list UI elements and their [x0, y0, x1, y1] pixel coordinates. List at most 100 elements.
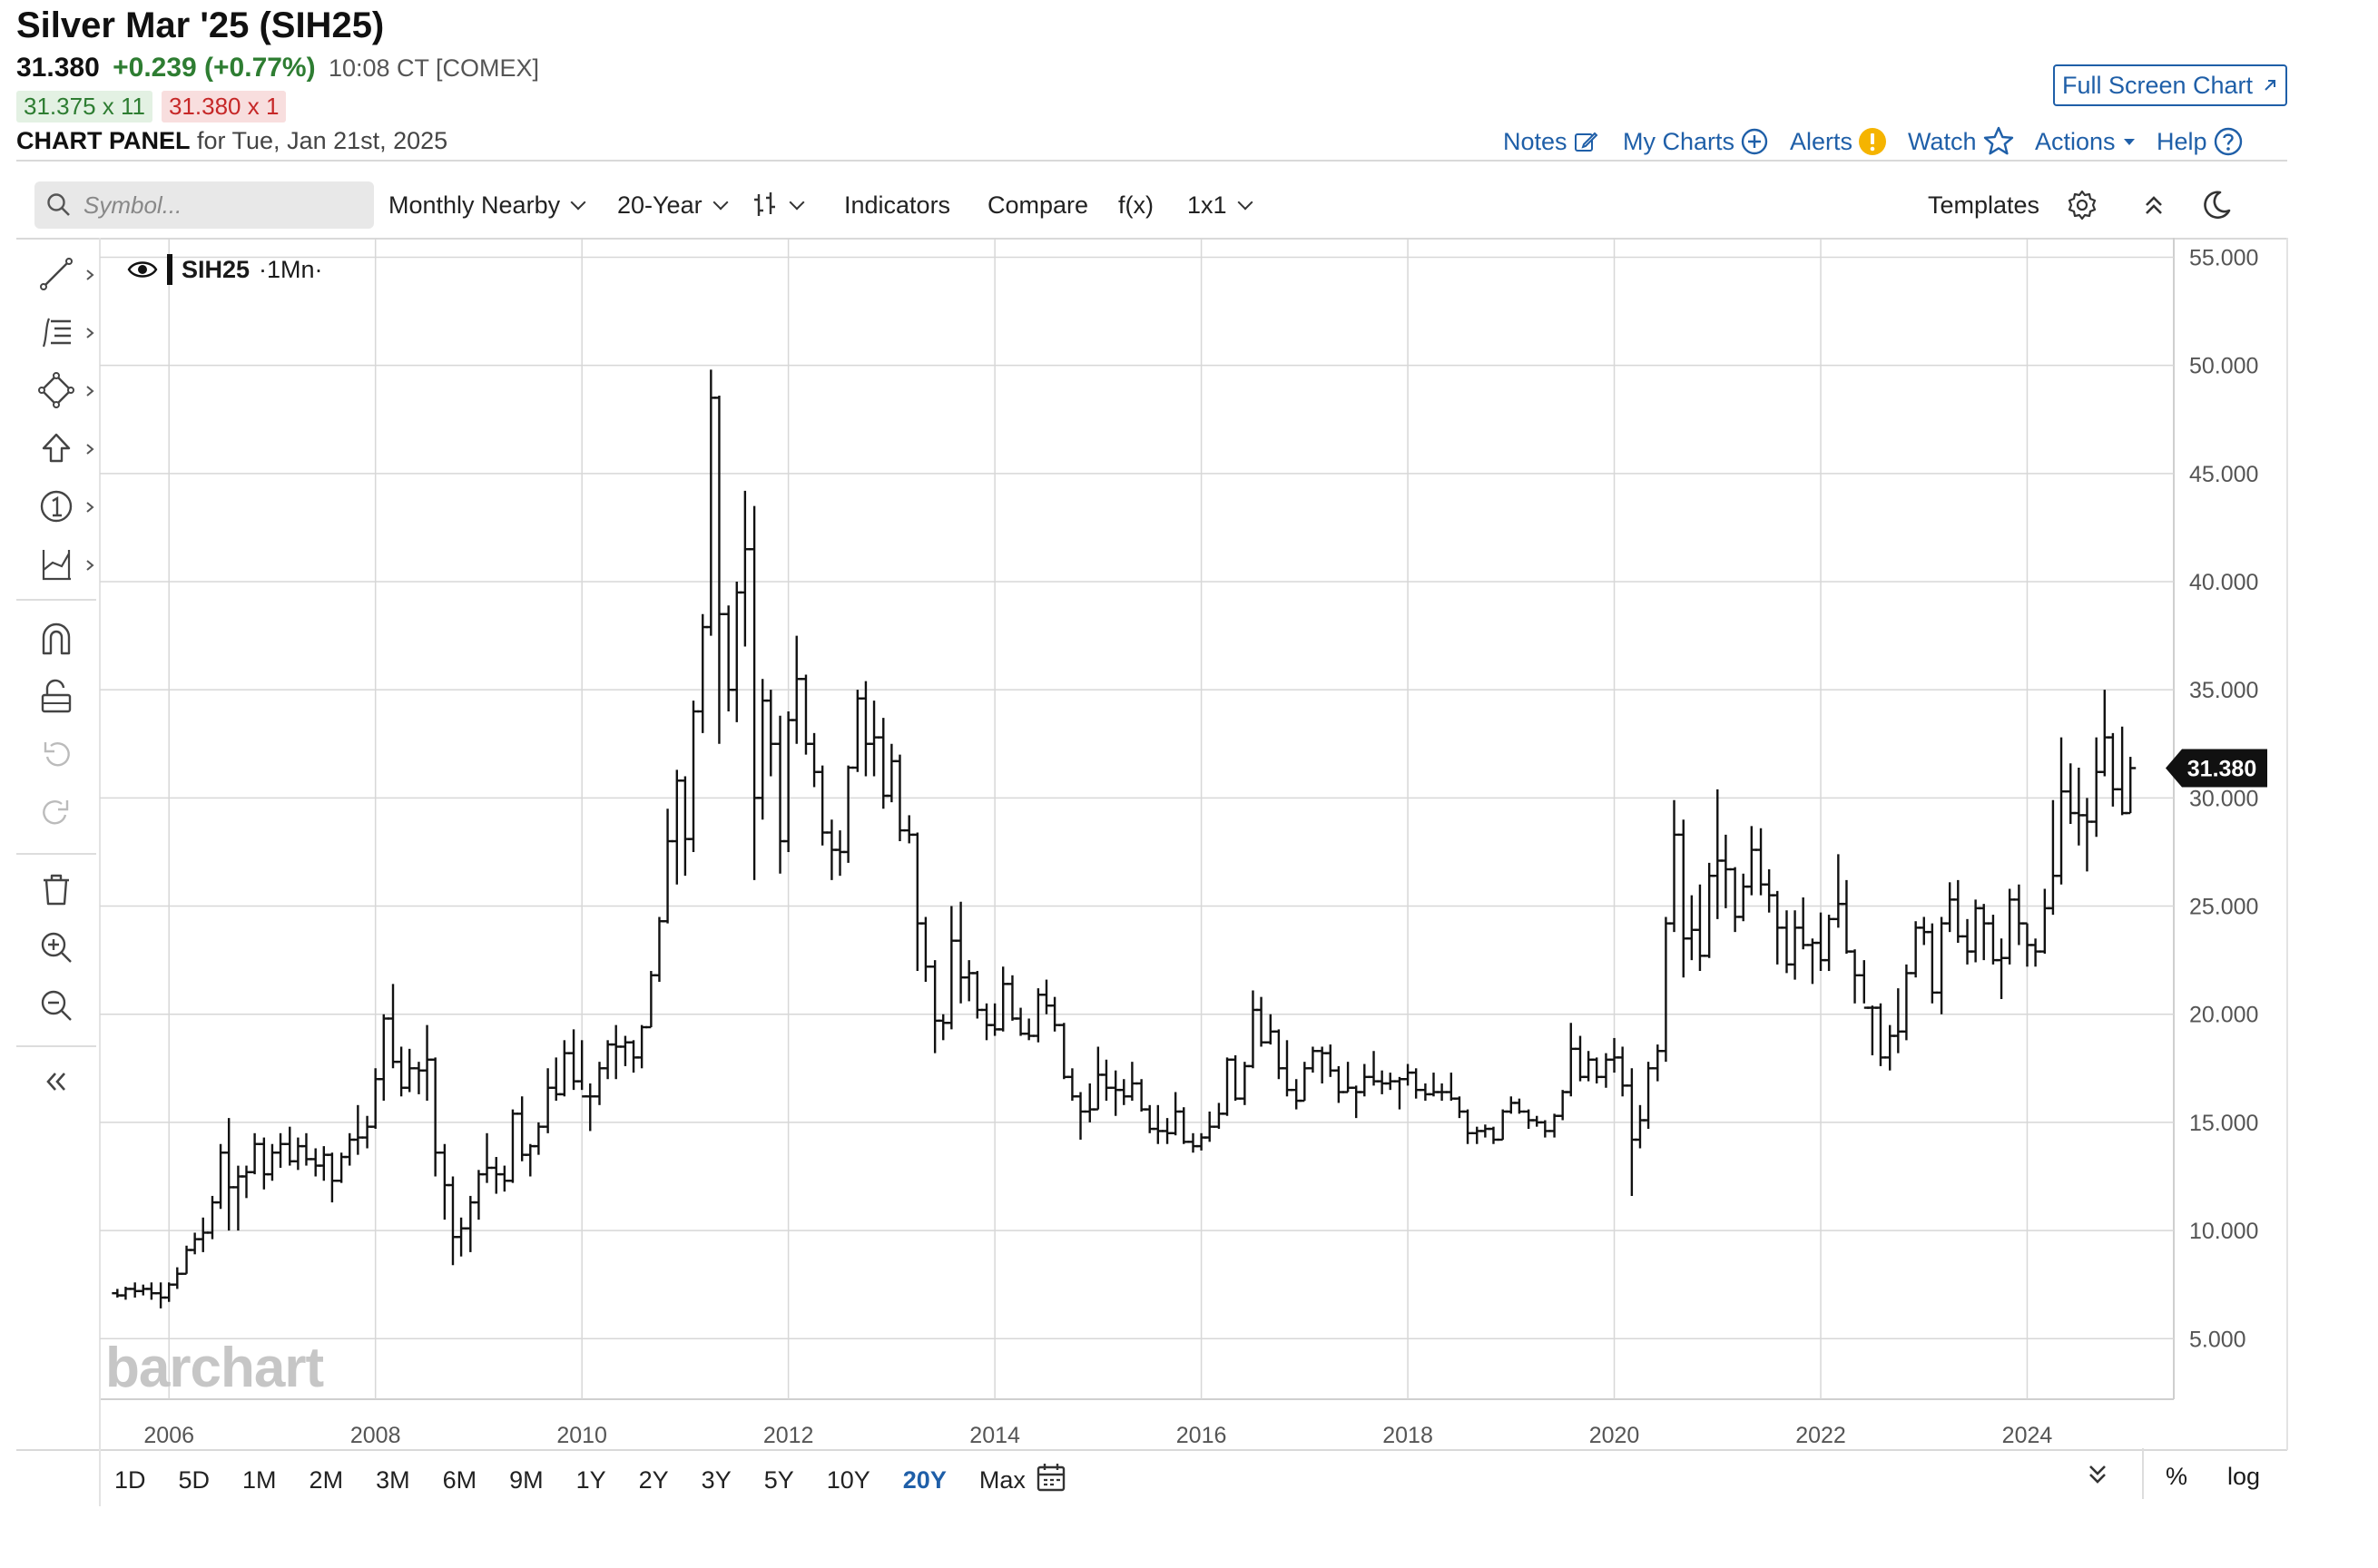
percent-toggle[interactable]: %: [2166, 1463, 2188, 1490]
shape-tool-button[interactable]: [34, 368, 78, 412]
range-button-1d[interactable]: 1D: [114, 1465, 146, 1494]
range-dropdown[interactable]: 20-Year: [617, 181, 729, 229]
fibonacci-tool-button[interactable]: [34, 310, 78, 354]
barchart-watermark: barchart: [105, 1337, 324, 1399]
chevron-right-icon[interactable]: [84, 327, 96, 339]
magnet-button[interactable]: [34, 617, 78, 661]
annotation-tool-button[interactable]: [34, 485, 78, 528]
ohlc-bar: [1978, 904, 1990, 961]
collapse-toolbar-button[interactable]: [2140, 181, 2167, 229]
my-charts-link[interactable]: My Charts: [1623, 123, 1769, 160]
range-button-3y[interactable]: 3Y: [701, 1465, 732, 1494]
settings-button[interactable]: [2066, 181, 2098, 229]
bid-ask-row: 31.375 x 11 31.380 x 1: [16, 91, 287, 122]
calendar-button[interactable]: [1035, 1461, 1067, 1498]
chevron-right-icon[interactable]: [84, 501, 96, 514]
zoom-out-button[interactable]: [34, 984, 78, 1027]
ohlc-bar: [774, 715, 786, 874]
chevron-right-icon[interactable]: [84, 559, 96, 572]
double-chevron-up-icon: [2146, 196, 2162, 214]
ohlc-bar: [352, 1104, 364, 1155]
ohlc-bar: [971, 971, 983, 1019]
quote-time: 10:08 CT [COMEX]: [328, 54, 540, 82]
bottom-divider: [2142, 1448, 2144, 1499]
range-button-10y[interactable]: 10Y: [826, 1465, 870, 1494]
ohlc-bar: [344, 1132, 356, 1166]
ohlc-bar: [2056, 737, 2068, 885]
ohlc-bar: [1634, 1104, 1646, 1149]
symbol-input[interactable]: [82, 190, 358, 220]
ohlc-bar: [963, 960, 975, 1002]
redo-button[interactable]: [34, 791, 78, 835]
ohlc-bar: [1420, 1083, 1431, 1102]
line-tool-button[interactable]: [34, 252, 78, 296]
ohlc-bar: [241, 1165, 252, 1199]
range-button-2m[interactable]: 2M: [309, 1465, 344, 1494]
range-button-1y[interactable]: 1Y: [575, 1465, 606, 1494]
ohlc-bar: [989, 1003, 1001, 1036]
delete-button[interactable]: [34, 867, 78, 911]
range-button-20y[interactable]: 20Y: [902, 1465, 947, 1494]
moon-icon: [2204, 191, 2231, 220]
chart-toolbar: Monthly Nearby 20-Year Indicators Compar…: [16, 171, 2287, 238]
range-button-3m[interactable]: 3M: [376, 1465, 410, 1494]
function-button[interactable]: f(x): [1118, 181, 1154, 229]
ohlc-bar: [1213, 1102, 1224, 1130]
expand-range-button[interactable]: [2084, 1461, 2111, 1493]
range-button-1m[interactable]: 1M: [242, 1465, 277, 1494]
ohlc-bar: [396, 1046, 408, 1097]
range-button-6m[interactable]: 6M: [442, 1465, 477, 1494]
notes-link[interactable]: Notes: [1503, 123, 1598, 160]
unlock-icon: [41, 679, 72, 713]
x-tick-label: 2012: [763, 1423, 814, 1448]
undo-button[interactable]: [34, 733, 78, 777]
range-button-5y[interactable]: 5Y: [763, 1465, 794, 1494]
actions-menu[interactable]: Actions: [2035, 123, 2137, 160]
ohlc-bar: [919, 916, 931, 982]
measure-tool-button[interactable]: [34, 543, 78, 586]
shape-icon: [38, 372, 74, 408]
range-button-2y[interactable]: 2Y: [638, 1465, 669, 1494]
collapse-tools-button[interactable]: [34, 1060, 78, 1103]
ohlc-bar: [447, 1176, 458, 1266]
ohlc-bar: [1936, 916, 1948, 1014]
templates-button[interactable]: Templates: [1928, 181, 2039, 229]
alerts-link[interactable]: Alerts: [1790, 123, 1887, 160]
period-dropdown[interactable]: Monthly Nearby: [388, 181, 586, 229]
full-screen-chart-button[interactable]: Full Screen Chart: [2053, 64, 2287, 106]
compare-button[interactable]: Compare: [988, 181, 1088, 229]
price-flag-shape: [2166, 749, 2267, 788]
lock-button[interactable]: [34, 675, 78, 719]
indicators-button[interactable]: Indicators: [844, 181, 950, 229]
ohlc-bar: [1583, 1051, 1595, 1082]
chart-type-dropdown[interactable]: [752, 181, 805, 229]
layout-dropdown[interactable]: 1x1: [1187, 181, 1253, 229]
range-button-max[interactable]: Max: [978, 1465, 1026, 1494]
watch-link[interactable]: Watch: [1908, 123, 2015, 160]
help-link[interactable]: Help: [2157, 123, 2244, 160]
ask-badge: 31.380 x 1: [161, 91, 287, 122]
ohlc-bar: [817, 765, 829, 846]
ohlc-bar: [636, 1024, 648, 1069]
ohlc-bar: [1488, 1126, 1499, 1144]
symbol-search[interactable]: [34, 181, 374, 229]
ohlc-bar: [697, 613, 709, 733]
ohlc-bar: [1884, 1024, 1896, 1071]
chevron-right-icon[interactable]: [84, 269, 96, 281]
y-tick-label: 55.000: [2189, 245, 2258, 270]
numbered-marker-icon: [40, 490, 73, 523]
x-tick-label: 2024: [2002, 1423, 2053, 1448]
tools-divider: [16, 853, 96, 855]
range-button-9m[interactable]: 9M: [509, 1465, 544, 1494]
price-flag-label: 31.380: [2187, 756, 2256, 781]
zoom-in-button[interactable]: [34, 926, 78, 969]
panel-date: for Tue, Jan 21st, 2025: [197, 127, 448, 154]
dark-mode-button[interactable]: [2200, 181, 2233, 229]
arrow-tool-button[interactable]: [34, 426, 78, 470]
chevron-right-icon[interactable]: [84, 385, 96, 397]
range-button-5d[interactable]: 5D: [178, 1465, 211, 1494]
log-toggle[interactable]: log: [2227, 1463, 2261, 1490]
eye-icon[interactable]: [127, 259, 158, 280]
chevron-right-icon[interactable]: [84, 443, 96, 456]
